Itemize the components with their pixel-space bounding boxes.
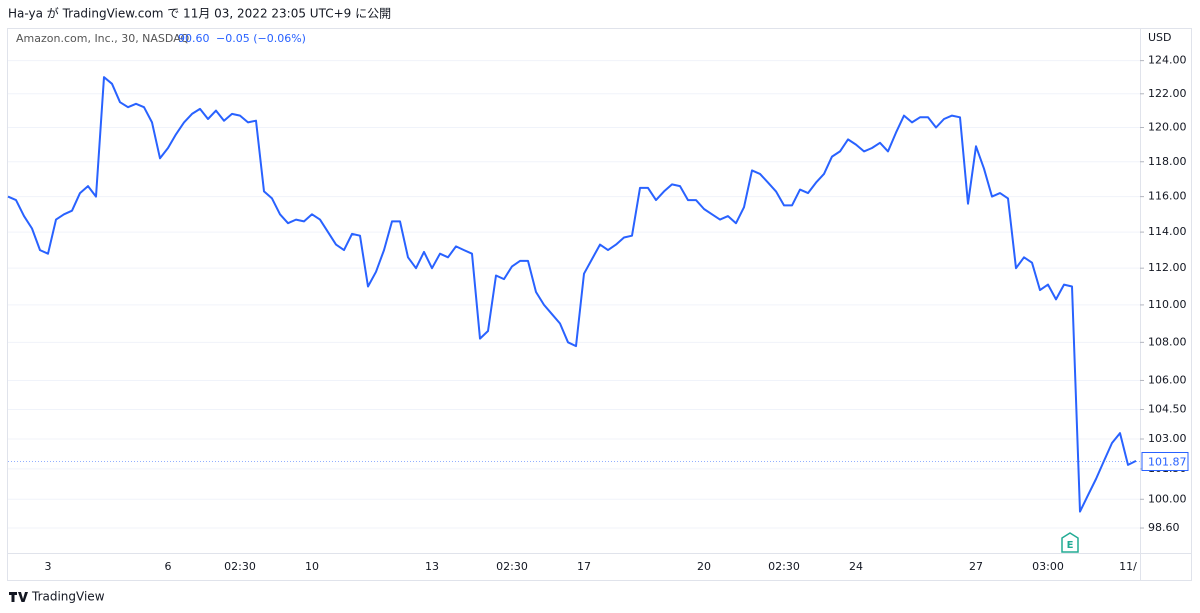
y-tick-label: 103.00 xyxy=(1148,432,1187,445)
y-tick-label: 118.00 xyxy=(1148,155,1187,168)
event-marker-badge xyxy=(1061,532,1079,553)
y-tick-label: 108.00 xyxy=(1148,335,1187,348)
event-marker: E xyxy=(1067,540,1074,551)
y-tick-label: 100.00 xyxy=(1148,492,1187,505)
x-tick-label: 03:00 xyxy=(1032,560,1064,573)
y-tick-label: 116.00 xyxy=(1148,190,1187,203)
x-tick-label: 24 xyxy=(849,560,863,573)
y-tick-label: 124.00 xyxy=(1148,54,1187,67)
currency: USD xyxy=(1148,31,1172,44)
y-tick-label: 98.60 xyxy=(1148,521,1180,534)
x-tick-label: 10 xyxy=(305,560,319,573)
x-tick-label: 6 xyxy=(165,560,172,573)
x-tick-label: 27 xyxy=(969,560,983,573)
y-tick-label: 114.00 xyxy=(1148,225,1187,238)
x-tick-label: 20 xyxy=(697,560,711,573)
x-tick-label: 13 xyxy=(425,560,439,573)
y-tick-label: 120.00 xyxy=(1148,120,1187,133)
brand-logo xyxy=(9,592,28,602)
x-tick-label: 17 xyxy=(577,560,591,573)
brand: TradingView xyxy=(31,590,105,604)
y-tick-label: 122.00 xyxy=(1148,87,1187,100)
x-tick-label: 02:30 xyxy=(496,560,528,573)
price: 90.60 xyxy=(178,32,210,45)
grid xyxy=(8,60,1140,529)
y-tick-label: 104.50 xyxy=(1148,403,1187,416)
x-tick-label: 02:30 xyxy=(768,560,800,573)
y-tick-label: 112.00 xyxy=(1148,261,1187,274)
price-line xyxy=(7,76,1137,513)
x-tick-label: 11/ xyxy=(1119,560,1137,573)
x-tick-label: 3 xyxy=(45,560,52,573)
frame xyxy=(7,28,1192,581)
change: −0.05 (−0.06%) xyxy=(216,32,306,45)
last-price-label: 101.87 xyxy=(1148,455,1187,468)
header: Ha-ya が TradingView.com で 11月 03, 2022 2… xyxy=(8,6,391,21)
y-tick-label: 106.00 xyxy=(1148,373,1187,386)
symbol: Amazon.com, Inc., 30, NASDAQ xyxy=(16,32,190,45)
x-tick-label: 02:30 xyxy=(224,560,256,573)
last-price-box xyxy=(1141,451,1189,471)
y-tick-label: 110.00 xyxy=(1148,298,1187,311)
